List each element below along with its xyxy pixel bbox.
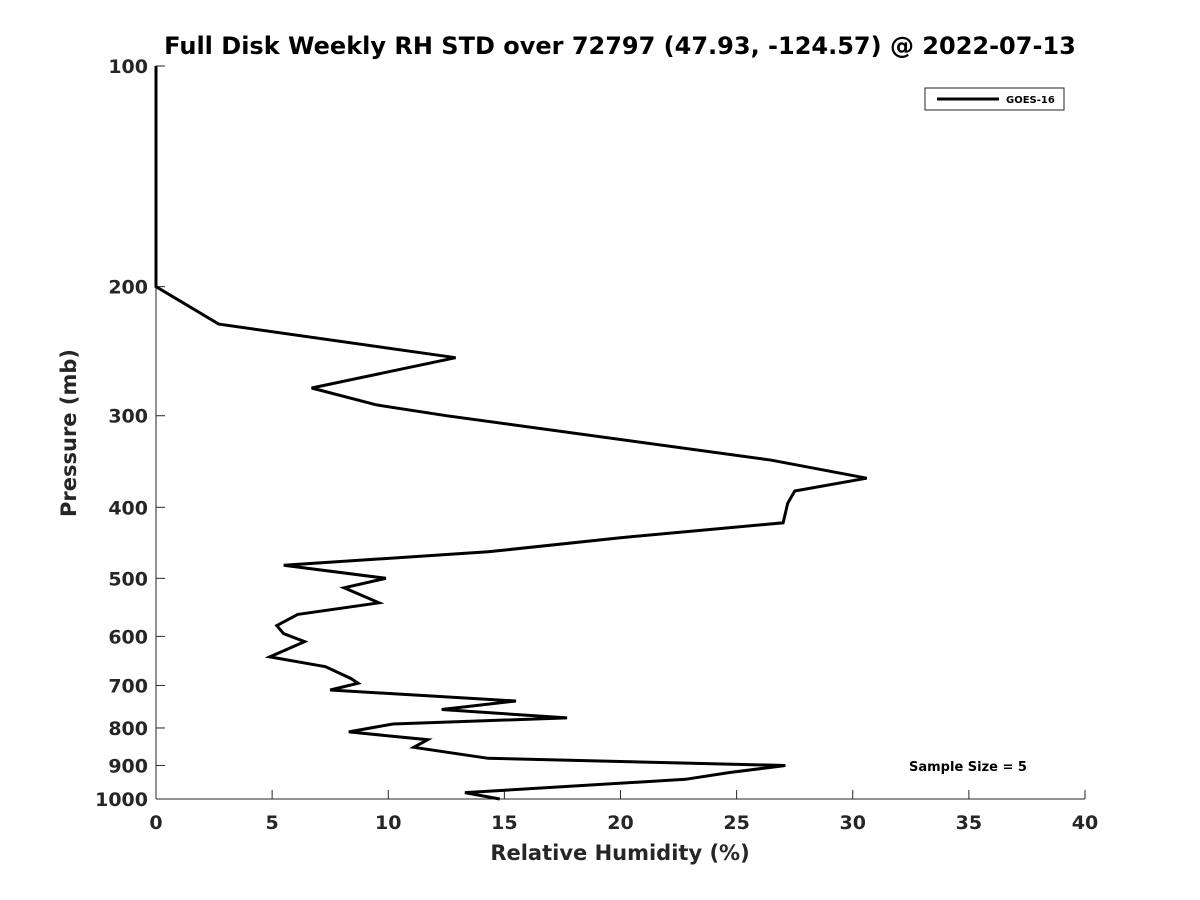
x-tick-label: 15 <box>491 812 517 834</box>
x-tick-label: 35 <box>956 812 982 834</box>
y-tick-label: 300 <box>108 406 148 428</box>
y-tick-label: 700 <box>108 675 148 697</box>
chart-title: Full Disk Weekly RH STD over 72797 (47.9… <box>164 32 1076 60</box>
y-tick-label: 200 <box>108 277 148 299</box>
y-tick-label: 900 <box>108 755 148 777</box>
series-line-goes-16 <box>154 66 867 801</box>
y-tick-label: 400 <box>108 497 148 519</box>
sample-size-annotation: Sample Size = 5 <box>909 760 1027 775</box>
plot-axes <box>155 66 1085 800</box>
x-tick-label: 40 <box>1072 812 1098 834</box>
y-axis-label: Pressure (mb) <box>57 349 81 517</box>
legend: GOES-16 <box>924 87 1065 111</box>
x-axis-ticks: 0 5 10 15 20 25 30 35 40 <box>149 790 1098 834</box>
x-tick-label: 5 <box>266 812 279 834</box>
x-tick-label: 20 <box>607 812 633 834</box>
y-tick-label: 600 <box>108 626 148 648</box>
series-group <box>154 66 867 801</box>
y-axis-ticks: 100 200 300 400 500 600 700 800 900 1000 <box>95 56 165 811</box>
y-tick-label: 500 <box>108 568 148 590</box>
legend-label: GOES-16 <box>1006 95 1055 106</box>
x-tick-label: 10 <box>375 812 401 834</box>
y-tick-label: 1000 <box>95 789 148 811</box>
y-tick-label: 100 <box>108 56 148 78</box>
x-tick-label: 25 <box>723 812 749 834</box>
y-tick-label: 800 <box>108 718 148 740</box>
x-axis-label: Relative Humidity (%) <box>490 841 749 865</box>
x-tick-label: 30 <box>840 812 866 834</box>
x-tick-label: 0 <box>149 812 162 834</box>
